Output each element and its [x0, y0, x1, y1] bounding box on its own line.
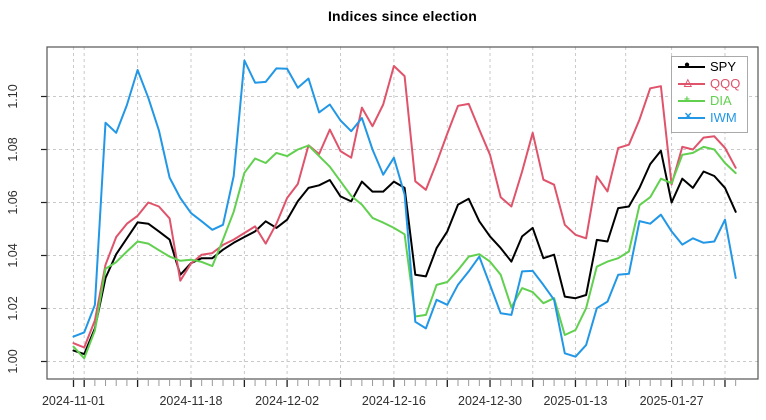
legend-label-qqq: QQQ — [710, 75, 741, 91]
series-line-iwm — [72, 59, 737, 358]
legend: ● SPY △ QQQ + DIA ✕ IWM — [671, 56, 748, 133]
legend-item-dia: + DIA — [672, 93, 747, 109]
legend-label-spy: SPY — [710, 58, 737, 74]
chart-title: Indices since election — [327, 8, 478, 24]
y-tick-label: 1.00 — [6, 349, 20, 373]
x-tick-label: 2025-01-13 — [543, 394, 607, 408]
series-line-spy — [72, 149, 737, 356]
x-tick-label: 2024-11-01 — [42, 394, 105, 408]
x-tick-label: 2024-11-18 — [159, 394, 222, 408]
open-triangle-icon: △ — [684, 77, 692, 89]
x-tick-label: 2024-12-02 — [255, 394, 319, 408]
legend-label-iwm: IWM — [710, 110, 737, 126]
x-tick-label: 2024-12-30 — [458, 394, 522, 408]
qqq-line-sample — [678, 82, 705, 85]
y-tick-label: 1.02 — [6, 296, 20, 320]
legend-label-dia: DIA — [710, 93, 732, 109]
series-line-qqq — [72, 65, 737, 349]
x-cross-icon: ✕ — [684, 111, 693, 123]
y-tick-label: 1.10 — [6, 84, 20, 108]
y-tick-label: 1.04 — [6, 243, 20, 267]
iwm-line-sample — [678, 117, 705, 120]
x-tick-label: 2025-01-27 — [640, 394, 704, 408]
spy-line-sample — [678, 65, 705, 68]
filled-circle-icon: ● — [684, 60, 691, 72]
legend-item-spy: ● SPY — [672, 59, 747, 75]
legend-item-qqq: △ QQQ — [672, 76, 747, 92]
y-tick-label: 1.06 — [6, 190, 20, 214]
x-tick-label: 2024-12-16 — [362, 394, 426, 408]
series-line-dia — [72, 144, 737, 360]
legend-item-iwm: ✕ IWM — [672, 110, 747, 126]
y-tick-label: 1.08 — [6, 137, 20, 161]
plus-icon: + — [684, 94, 690, 106]
plot-box — [46, 46, 759, 380]
dia-line-sample — [678, 100, 705, 103]
